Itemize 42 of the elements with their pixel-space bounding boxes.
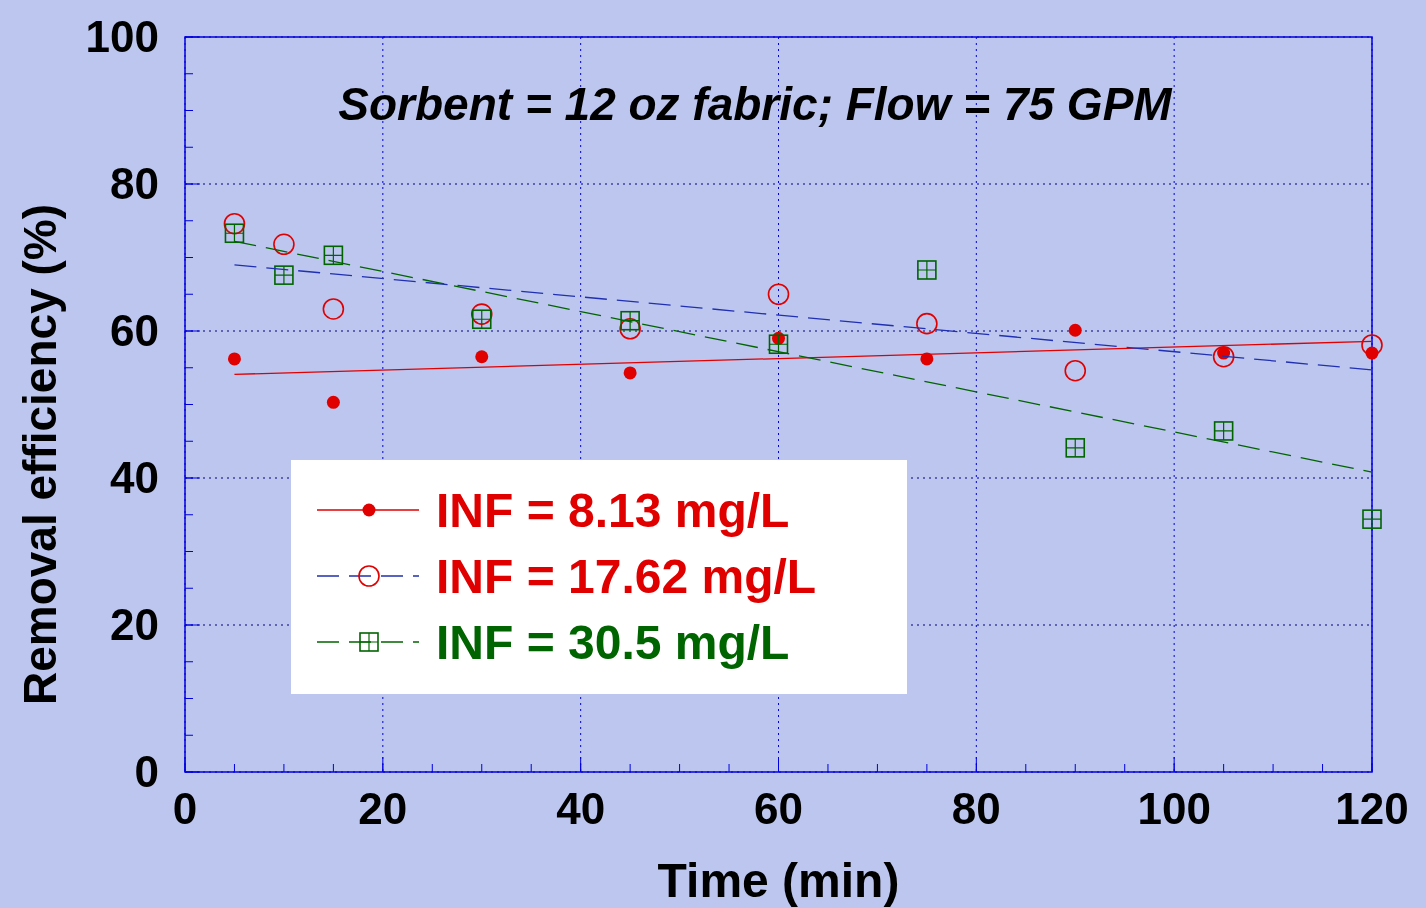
point	[227, 352, 241, 366]
y-tick-label: 100	[85, 12, 159, 61]
point	[471, 309, 492, 330]
x-tick-label: 40	[556, 784, 606, 833]
x-tick-label: 0	[172, 784, 198, 833]
y-axis-title: Removal efficiency (%)	[14, 203, 66, 706]
point	[326, 395, 340, 409]
x-tick-label: 120	[1335, 784, 1409, 833]
point	[917, 260, 937, 280]
point	[620, 310, 640, 331]
point	[470, 303, 493, 325]
legend-label: INF = 17.62 mg/L	[436, 550, 817, 603]
legend-label: INF = 30.5 mg/L	[436, 616, 790, 669]
x-tick-label: 100	[1137, 784, 1211, 833]
point	[273, 233, 295, 256]
y-tick-label: 80	[110, 159, 159, 208]
point	[475, 350, 489, 364]
point	[767, 283, 790, 306]
point	[1361, 334, 1383, 356]
point	[623, 366, 637, 380]
point	[223, 212, 246, 235]
text: Sorbent = 12 oz fabric; Flow = 75 GPM	[338, 78, 1174, 130]
point	[274, 265, 294, 285]
point	[1064, 359, 1087, 382]
y-tick-label: 0	[134, 747, 159, 796]
point	[619, 318, 641, 340]
x-tick-label: 80	[951, 784, 1001, 833]
x-tick-label: 60	[754, 784, 803, 833]
point	[768, 334, 789, 355]
point	[916, 312, 938, 335]
x-axis-title: Time (min)	[657, 854, 900, 907]
point	[1362, 509, 1382, 529]
y-tick-label: 20	[110, 600, 159, 649]
x-tick-label: 20	[358, 784, 408, 833]
point	[1212, 345, 1235, 368]
point	[1068, 323, 1082, 337]
y-tick-label: 60	[110, 306, 159, 355]
legend-label: INF = 8.13 mg/L	[436, 484, 790, 537]
point	[1065, 438, 1086, 458]
point	[322, 298, 345, 320]
y-tick-label: 40	[110, 453, 159, 502]
point	[224, 223, 245, 244]
